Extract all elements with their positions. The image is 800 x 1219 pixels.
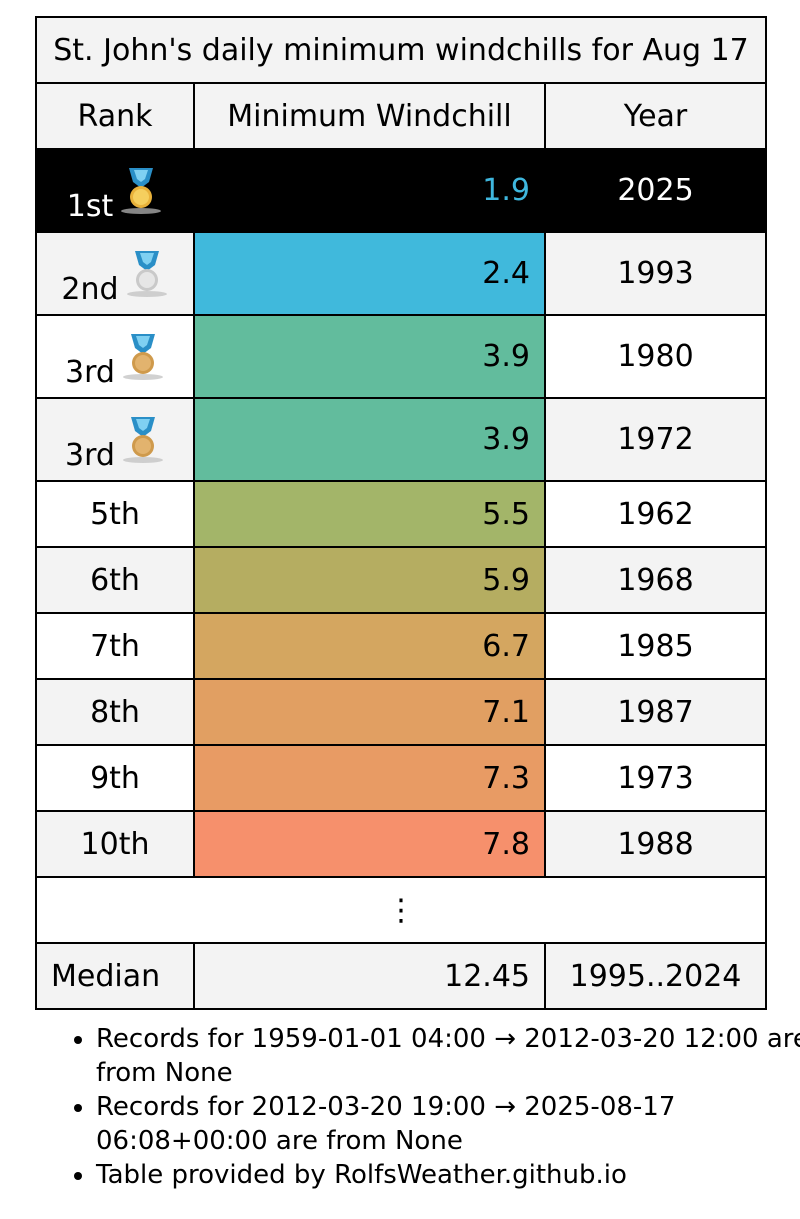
rank-cell: 1st — [35, 148, 195, 233]
windchill-cell: 6.7 — [193, 612, 546, 680]
table-row: 5th 5.5 1962 — [35, 480, 768, 548]
table-row: 10th 7.8 1988 — [35, 810, 768, 878]
rank-cell: 7th — [35, 612, 195, 680]
year-cell: 1993 — [543, 231, 768, 316]
rank-label: 3rd — [65, 437, 115, 473]
windchill-cell: 3.9 — [193, 314, 546, 399]
gold-medal-icon — [121, 167, 162, 214]
rank-cell: 10th — [35, 810, 195, 878]
bronze-medal-icon — [122, 333, 163, 380]
rank-label: 1st — [66, 188, 114, 224]
rank-cell: 8th — [35, 678, 195, 746]
rank-cell: 2nd — [35, 231, 195, 316]
silver-medal-icon — [126, 250, 167, 297]
year-cell: 1962 — [543, 480, 768, 548]
rank-header: Rank — [35, 82, 195, 150]
windchill-cell: 1.9 — [193, 148, 546, 233]
year-cell: 1988 — [543, 810, 768, 878]
bronze-medal-icon — [122, 416, 163, 463]
table-row: 3rd 3.9 1980 — [35, 314, 768, 399]
windchill-records-table: St. John's daily minimum windchills for … — [34, 16, 768, 1010]
median-label: Median — [35, 942, 195, 1010]
windchill-header: Minimum Windchill — [193, 82, 546, 150]
rank-cell: 3rd — [35, 314, 195, 399]
year-cell: 1987 — [543, 678, 768, 746]
year-header: Year — [543, 82, 768, 150]
year-cell: 1985 — [543, 612, 768, 680]
rank-cell: 5th — [35, 480, 195, 548]
windchill-cell: 5.5 — [193, 480, 546, 548]
source-notes: Records for 1959-01-01 04:00 → 2012-03-2… — [46, 1022, 800, 1192]
table-row: 3rd 3.9 1972 — [35, 397, 768, 482]
rank-label: 3rd — [65, 354, 115, 390]
table-row: 8th 7.1 1987 — [35, 678, 768, 746]
windchill-cell: 7.1 — [193, 678, 546, 746]
note-item: Records for 2012-03-20 19:00 → 2025-08-1… — [96, 1090, 800, 1158]
ellipsis-row: ⋮ — [34, 876, 768, 944]
year-cell: 2025 — [543, 148, 768, 233]
windchill-cell: 7.8 — [193, 810, 546, 878]
year-cell: 1973 — [543, 744, 768, 812]
table-row: 6th 5.9 1968 — [35, 546, 768, 614]
note-item: Records for 1959-01-01 04:00 → 2012-03-2… — [96, 1022, 800, 1090]
windchill-cell: 7.3 — [193, 744, 546, 812]
table-row: 9th 7.3 1973 — [35, 744, 768, 812]
windchill-cell: 5.9 — [193, 546, 546, 614]
table-row: 7th 6.7 1985 — [35, 612, 768, 680]
rank-cell: 9th — [35, 744, 195, 812]
rank-cell: 3rd — [35, 397, 195, 482]
median-value: 12.45 — [193, 942, 546, 1010]
windchill-cell: 3.9 — [193, 397, 546, 482]
year-cell: 1968 — [543, 546, 768, 614]
median-years: 1995..2024 — [543, 942, 768, 1010]
table-row: 1st 1.9 2025 — [35, 148, 768, 233]
table-title: St. John's daily minimum windchills for … — [34, 16, 768, 84]
rank-label: 2nd — [61, 271, 119, 307]
year-cell: 1972 — [543, 397, 768, 482]
windchill-cell: 2.4 — [193, 231, 546, 316]
year-cell: 1980 — [543, 314, 768, 399]
note-item: Table provided by RolfsWeather.github.io — [96, 1158, 800, 1192]
rank-cell: 6th — [35, 546, 195, 614]
table-row: 2nd 2.4 1993 — [35, 231, 768, 316]
median-row: Median 12.45 1995..2024 — [35, 942, 768, 1010]
